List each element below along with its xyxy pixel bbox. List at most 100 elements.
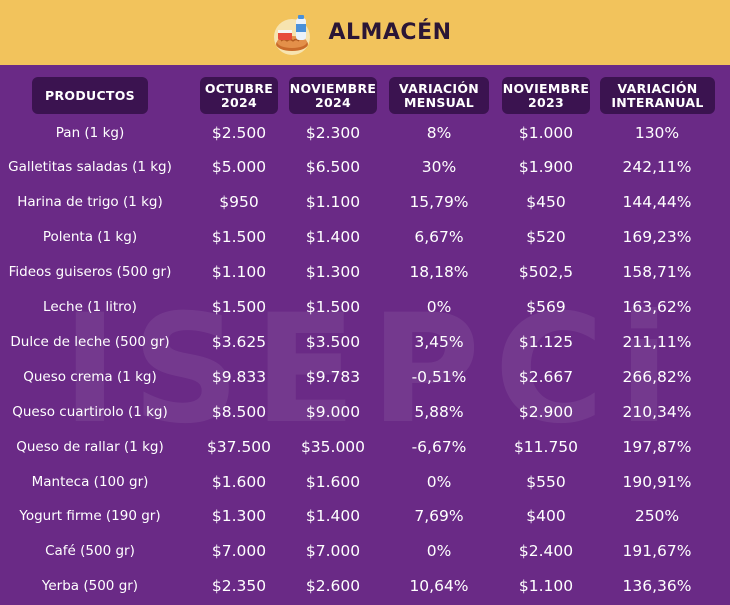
- monthly-change-cell: -6,67%: [411, 437, 467, 456]
- product-name-cell: Galletitas saladas (1 kg): [8, 159, 172, 176]
- yearly-change-cell: 130%: [634, 123, 680, 142]
- oct-2024-price-cell: $9.833: [211, 367, 267, 386]
- yearly-change-cell: 190,91%: [622, 472, 692, 491]
- monthly-change-cell: 5,88%: [414, 402, 464, 421]
- product-name-cell: Café (500 gr): [45, 543, 135, 560]
- product-name-cell: Pan (1 kg): [55, 124, 125, 141]
- nov-2023-price-cell: $400: [526, 507, 566, 526]
- column-header-label: OCTUBRE: [204, 80, 274, 96]
- table-row: Pan (1 kg) $2.500 $2.300 8% $1.000 130%: [0, 115, 730, 150]
- table-row: Polenta (1 kg) $1.500 $1.400 6,67% $520 169,2…: [0, 220, 730, 255]
- oct-2024-price-cell: $3.625: [211, 332, 267, 351]
- nov-2023-price-cell: $2.400: [518, 542, 574, 561]
- nov-2024-price-cell: $9.783: [305, 367, 361, 386]
- table-row: Café (500 gr) $7.000 $7.000 0% $2.400 191,67%: [0, 534, 730, 569]
- oct-2024-price-cell: $5.000: [211, 158, 267, 177]
- column-header-label: PRODUCTOS: [45, 87, 135, 103]
- product-name-cell: Leche (1 litro): [43, 299, 137, 315]
- nov-2023-price-cell: $2.667: [518, 367, 574, 386]
- product-name-cell: Polenta (1 kg): [42, 229, 138, 246]
- yearly-change-cell: 266,82%: [622, 367, 692, 386]
- column-header-sublabel: 2024: [315, 94, 351, 110]
- monthly-change-cell: 10,64%: [409, 577, 469, 596]
- column-header-sublabel: MENSUAL: [404, 94, 474, 110]
- nov-2023-price-cell: $2.900: [518, 402, 574, 421]
- product-name-cell: Dulce de leche (500 gr): [10, 333, 170, 350]
- nov-2023-price-cell: $550: [526, 472, 566, 491]
- grocery-food-icon: [274, 14, 311, 55]
- monthly-change-cell: 7,69%: [414, 507, 464, 526]
- monthly-change-cell: 6,67%: [414, 228, 464, 247]
- nov-2023-price-cell: $1.125: [518, 332, 574, 351]
- table-row: Dulce de leche (500 gr) $3.625 $3.500 3,45%…: [0, 324, 730, 359]
- nov-2023-price-cell: $11.750: [513, 437, 579, 456]
- nov-2024-price-cell: $6.500: [305, 158, 361, 177]
- product-name-cell: Queso crema (1 kg): [23, 368, 157, 385]
- table-row: Fideos guiseros (500 gr) $1.100 $1.300 18,1…: [0, 255, 730, 290]
- column-header-sublabel: INTERANUAL: [611, 94, 704, 110]
- yearly-change-cell: 144,44%: [622, 193, 692, 212]
- table-row: Leche (1 litro) $1.500 $1.500 0% $569 163,62%: [0, 290, 730, 325]
- product-name-cell: Harina de trigo (1 kg): [17, 194, 163, 211]
- nov-2023-price-cell: $1.100: [518, 577, 574, 596]
- column-header-nov-2024: NOVIEMBRE 2024: [289, 77, 377, 114]
- nov-2023-price-cell: $502,5: [518, 263, 574, 282]
- table-row: Manteca (100 gr) $1.600 $1.600 0% $550 190,91…: [0, 464, 730, 499]
- column-header-monthly-change: VARIACIÓN MENSUAL: [389, 77, 489, 114]
- monthly-change-cell: 0%: [426, 298, 452, 316]
- oct-2024-price-cell: $1.500: [211, 298, 267, 316]
- title-group: ALMACÉN: [272, 10, 451, 56]
- nov-2023-price-cell: $450: [526, 193, 566, 212]
- product-name-cell: Queso de rallar (1 kg): [16, 438, 164, 455]
- column-header-label: VARIACIÓN: [617, 80, 698, 96]
- oct-2024-price-cell: $2.500: [211, 123, 267, 142]
- column-header-label: NOVIEMBRE: [289, 80, 377, 96]
- oct-2024-price-cell: $2.350: [211, 577, 267, 596]
- product-name-cell: Fideos guiseros (500 gr): [8, 264, 172, 281]
- nov-2024-price-cell: $1.400: [305, 228, 361, 247]
- yearly-change-cell: 197,87%: [622, 437, 692, 456]
- oct-2024-price-cell: $950: [219, 193, 259, 212]
- oct-2024-price-cell: $1.100: [211, 263, 267, 282]
- product-name-cell: Yerba (500 gr): [41, 578, 139, 595]
- yearly-change-cell: 242,11%: [622, 158, 692, 177]
- table-row: Yogurt firme (190 gr) $1.300 $1.400 7,69% $4…: [0, 499, 730, 534]
- table-row: Queso cuartirolo (1 kg) $8.500 $9.000 5,88%…: [0, 394, 730, 429]
- monthly-change-cell: 0%: [426, 542, 452, 561]
- monthly-change-cell: 18,18%: [409, 263, 469, 282]
- monthly-change-cell: 8%: [426, 123, 452, 142]
- oct-2024-price-cell: $1.300: [211, 507, 267, 526]
- column-header-label: NOVIEMBRE: [502, 80, 590, 96]
- column-header-yearly-change: VARIACIÓN INTERANUAL: [600, 77, 715, 114]
- nov-2024-price-cell: $7.000: [305, 542, 361, 561]
- nov-2024-price-cell: $1.300: [305, 263, 361, 282]
- yearly-change-cell: 136,36%: [622, 577, 692, 596]
- table-row: Galletitas saladas (1 kg) $5.000 $6.500 30%…: [0, 150, 730, 185]
- table-row: Harina de trigo (1 kg) $950 $1.100 15,79% $4…: [0, 185, 730, 220]
- yearly-change-cell: 250%: [634, 507, 680, 526]
- column-header-products: PRODUCTOS: [32, 77, 148, 114]
- nov-2023-price-cell: $520: [526, 228, 566, 247]
- monthly-change-cell: 3,45%: [414, 332, 464, 351]
- table-row: Yerba (500 gr) $2.350 $2.600 10,64% $1.100 13…: [0, 569, 730, 604]
- page-title: ALMACÉN: [328, 20, 452, 45]
- title-banner: ALMACÉN: [0, 0, 730, 65]
- yearly-change-cell: 211,11%: [622, 332, 692, 351]
- nov-2024-price-cell: $1.600: [305, 472, 361, 491]
- monthly-change-cell: -0,51%: [411, 367, 467, 386]
- nov-2024-price-cell: $2.600: [305, 577, 361, 596]
- monthly-change-cell: 0%: [426, 472, 452, 491]
- nov-2024-price-cell: $1.500: [305, 298, 361, 316]
- table-row: Queso de rallar (1 kg) $37.500 $35.000 -6,6…: [0, 429, 730, 464]
- column-header-oct-2024: OCTUBRE 2024: [200, 77, 278, 114]
- nov-2024-price-cell: $1.100: [305, 193, 361, 212]
- monthly-change-cell: 30%: [421, 158, 457, 177]
- nov-2023-price-cell: $569: [526, 298, 566, 316]
- yearly-change-cell: 169,23%: [622, 228, 692, 247]
- nov-2024-price-cell: $2.300: [305, 123, 361, 142]
- oct-2024-price-cell: $7.000: [211, 542, 267, 561]
- nov-2024-price-cell: $35.000: [300, 437, 366, 456]
- oct-2024-price-cell: $8.500: [211, 402, 267, 421]
- nov-2024-price-cell: $3.500: [305, 332, 361, 351]
- product-name-cell: Manteca (100 gr): [31, 473, 149, 490]
